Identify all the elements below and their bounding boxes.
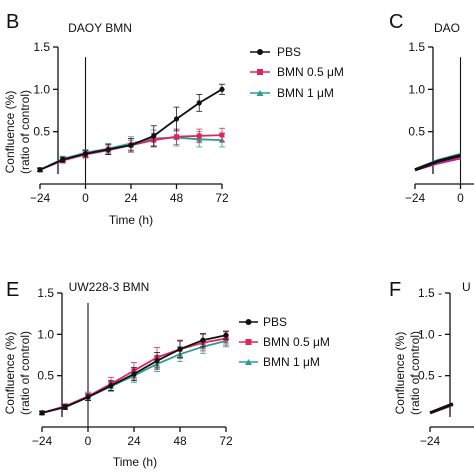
panel-f-ytick-label: 1.5 - xyxy=(418,286,442,300)
legend-marker-bmn-05-e xyxy=(245,339,252,345)
legend-label-bmn-1: BMN 1 μM xyxy=(277,86,334,100)
panel-e-xtick-label: 72 xyxy=(219,434,233,448)
legend-label-bmn-05: BMN 0.5 μM xyxy=(277,65,344,79)
panel-e-pbs-series xyxy=(39,330,229,416)
panel-e-pbs-point xyxy=(85,394,91,400)
panel-b-bmn-0-5-m-point xyxy=(219,132,225,138)
panel-f-ylabel-line2: (ratio of control) xyxy=(408,331,422,415)
panel-b-ytick-label: 1.5 xyxy=(33,40,50,54)
panel-b-plot: 0.5 1.0 1.5 −24 0 24 48 72 xyxy=(30,40,229,205)
panel-b-ytick-label: 0.5 xyxy=(33,125,50,139)
panel-e-pbs-point xyxy=(177,346,183,352)
panel-e-xtick-label: 24 xyxy=(127,434,141,448)
panel-e-pbs-point xyxy=(200,337,206,343)
panel-b-bmn-0-5-m-point xyxy=(196,133,202,139)
legend-item-pbs: PBS xyxy=(250,45,301,59)
panel-e-xtick-label: 48 xyxy=(173,434,187,448)
panel-e-title: UW228-3 BMN xyxy=(69,280,150,294)
panel-f-ylabel-line1: Confluence (%) xyxy=(393,332,407,415)
legend-marker-pbs xyxy=(257,49,263,55)
panel-f-xtick-label: −24 xyxy=(420,434,441,448)
panel-f-111111-series xyxy=(429,402,454,415)
legend-item-bmn-05-e: BMN 0.5 μM xyxy=(239,335,330,349)
panel-b-pbs-point xyxy=(37,167,43,173)
panel-e-ylabel-line1: Confluence (%) xyxy=(3,332,17,415)
panel-b-ylabel-line1: Confluence (%) xyxy=(3,91,17,174)
panel-e-pbs-point xyxy=(223,332,229,338)
panel-b-xtick-label: 48 xyxy=(170,191,184,205)
panel-b-ytick-label: 1.0 xyxy=(33,82,50,96)
panel-letter-c: C xyxy=(389,11,403,33)
panel-e-xtick-label: 0 xyxy=(85,434,92,448)
panel-f-plot: 0.5 - 1.0 - 1.5 - −24 xyxy=(418,286,474,448)
legend-item-bmn-1-e: BMN 1 μM xyxy=(239,355,320,369)
panel-f-ytick-label: 1.0 - xyxy=(418,327,442,341)
panel-b-bmn-0-5-m-point xyxy=(174,134,179,140)
panel-b-ylabel-line2: (ratio of control) xyxy=(18,90,32,174)
panel-b-pbs-point xyxy=(82,151,89,157)
panel-b: B DAOY BMN Confluence (%) (ratio of cont… xyxy=(3,11,344,227)
panel-e-plot: 0.5 1.0 1.5 −24 0 24 48 72 xyxy=(32,286,233,448)
panel-e-pbs-point xyxy=(108,382,114,389)
panel-f-111111-line xyxy=(429,402,454,415)
panel-e-ytick-label: 1.0 xyxy=(37,327,54,341)
legend-marker-bmn-1-e xyxy=(245,359,252,365)
panel-e-legend: PBS BMN 0.5 μM BMN 1 μM xyxy=(239,315,330,369)
panel-e-pbs-point xyxy=(131,371,137,377)
panel-c-111111-line xyxy=(414,153,461,172)
panel-b-xtick-label: −24 xyxy=(30,191,51,205)
legend-item-bmn-1: BMN 1 μM xyxy=(250,86,334,100)
panel-e-xlabel: Time (h) xyxy=(113,455,157,469)
panel-b-pbs-point xyxy=(128,142,134,148)
panel-b-xtick-label: 0 xyxy=(82,191,89,205)
panel-b-pbs-point xyxy=(151,133,157,139)
panel-f-ytick-label: 0.5 - xyxy=(418,369,442,383)
legend-item-bmn-05: BMN 0.5 μM xyxy=(250,65,344,79)
panel-f-title: U xyxy=(462,280,471,294)
legend-label-bmn-1-e: BMN 1 μM xyxy=(263,355,320,369)
panel-e-ytick-label: 0.5 xyxy=(37,369,54,383)
panel-e-pbs-point xyxy=(154,358,160,364)
panel-c-xtick-label: −24 xyxy=(405,191,426,205)
legend-label-pbs-e: PBS xyxy=(263,315,287,329)
panel-b-pbs-point xyxy=(173,116,180,122)
panel-e-ylabel-line2: (ratio of control) xyxy=(18,331,32,415)
panel-letter-b: B xyxy=(6,11,19,33)
panel-b-legend: PBS BMN 0.5 μM BMN 1 μM xyxy=(250,45,344,100)
panel-b-pbs-line xyxy=(39,88,223,171)
panel-c-ytick-label: 1.0 xyxy=(408,82,425,96)
panel-c-plot: 0.5 1.0 1.5 −24 0 xyxy=(405,40,474,205)
panel-c-ytick-label: 0.5 xyxy=(408,125,425,139)
legend-label-pbs: PBS xyxy=(277,45,301,59)
panel-b-title: DAOY BMN xyxy=(68,21,132,35)
panel-b-pbs-point xyxy=(105,146,111,153)
panel-b-pbs-series xyxy=(37,83,225,173)
panel-b-xtick-label: 24 xyxy=(124,191,138,205)
legend-item-pbs-e: PBS xyxy=(239,315,287,329)
panel-b-xtick-label: 72 xyxy=(215,191,229,205)
panel-b-pbs-point xyxy=(219,86,225,92)
panel-letter-e: E xyxy=(6,279,19,301)
panel-c-title: DAO xyxy=(434,21,460,35)
panel-c-111111-series xyxy=(414,153,461,172)
panel-e-xtick-label: −24 xyxy=(32,434,53,448)
legend-marker-bmn-1 xyxy=(256,90,264,96)
panel-letter-f: F xyxy=(389,279,401,301)
panel-c: C DAO 0.5 1.0 1.5 −24 0 xyxy=(389,11,474,205)
panel-c-ytick-label: 1.5 xyxy=(408,40,425,54)
legend-label-bmn-05-e: BMN 0.5 μM xyxy=(263,335,330,349)
panel-e: E UW228-3 BMN Confluence (%) (ratio of c… xyxy=(3,279,330,469)
panel-b-pbs-point xyxy=(60,157,66,163)
panel-e-pbs-point xyxy=(39,410,45,416)
panel-f: F U Confluence (%) (ratio of control) 0.… xyxy=(389,279,474,448)
panel-b-xlabel: Time (h) xyxy=(109,213,153,227)
legend-marker-pbs-e xyxy=(245,319,252,325)
panel-b-pbs-point xyxy=(196,100,202,106)
panel-c-xtick-label: 0 xyxy=(457,191,464,205)
panel-e-pbs-point xyxy=(62,404,68,410)
legend-marker-bmn-05 xyxy=(257,69,263,75)
panel-e-ytick-label: 1.5 xyxy=(37,286,54,300)
